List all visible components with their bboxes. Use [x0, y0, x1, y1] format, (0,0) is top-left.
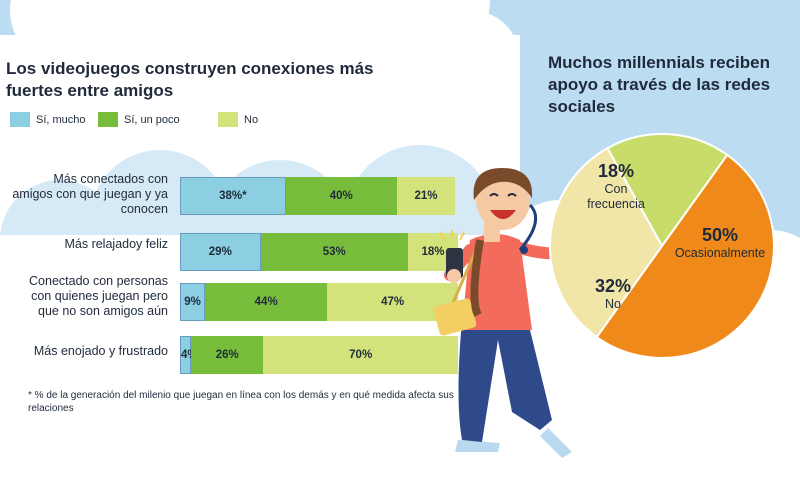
legend-item-si-un-poco: Sí, un poco	[98, 112, 180, 127]
bar-segment-3-2: 44%	[205, 283, 328, 321]
bar-segment-1-2: 40%	[285, 177, 397, 215]
pie-name-no: No	[605, 297, 621, 311]
pie-value-no: 32%	[594, 276, 632, 296]
row-label-enojado: Más enojado y frustrado	[33, 344, 168, 358]
pie-value-ocasionalmente: 50%	[701, 225, 739, 245]
row-label-relajado: Más relajadoy feliz	[64, 237, 168, 251]
legend-item-si-mucho: Sí, mucho	[10, 112, 86, 127]
pie-name-con-frecuencia: Con frecuencia	[587, 182, 645, 211]
left-chart-title: Los videojuegos construyen conexiones má…	[6, 59, 374, 100]
legend-swatch-si-mucho	[10, 112, 30, 127]
pie-label-no: 32% No	[583, 275, 643, 312]
bar-segment-1-1: 38%*	[180, 177, 286, 215]
legend-label-no: No	[244, 113, 259, 126]
pie-slice-1	[606, 133, 729, 248]
row-label-conectado-personas: Conectado con personas con quienes juega…	[29, 274, 168, 318]
legend-swatch-no	[218, 112, 238, 127]
bar-segment-4-2: 26%	[191, 336, 264, 374]
right-chart-title: Muchos millennials reciben apoyo a travé…	[548, 53, 771, 116]
pie-label-con-frecuencia: 18% Con frecuencia	[580, 160, 652, 212]
bar-segment-4-3: 70%	[263, 336, 458, 374]
bar-segment-3-1: 9%	[180, 283, 206, 321]
bar-row-4: 4% 26% 70%	[180, 336, 458, 374]
pie-name-ocasionalmente: Ocasionalmente	[674, 246, 766, 260]
legend-label-si-mucho: Sí, mucho	[36, 113, 86, 126]
footnote: * % de la generación del milenio que jue…	[28, 390, 454, 414]
pie-label-ocasionalmente: 50% Ocasionalmente	[664, 224, 776, 261]
legend-item-no: No	[218, 112, 258, 127]
bar-row-1: 38%* 40% 21%	[180, 177, 456, 215]
legend-label-si-un-poco: Sí, un poco	[124, 113, 180, 126]
bar-segment-2-2: 53%	[260, 233, 408, 271]
bar-segment-1-3: 21%	[396, 177, 456, 215]
bar-segment-2-1: 29%	[180, 233, 261, 271]
pie-slice-3	[549, 146, 664, 339]
pie-value-con-frecuencia: 18%	[597, 161, 635, 181]
legend-swatch-si-un-poco	[98, 112, 118, 127]
row-label-conectados-amigos: Más conectados con amigos con que juegan…	[12, 172, 168, 216]
pie-slice-2	[595, 153, 775, 359]
